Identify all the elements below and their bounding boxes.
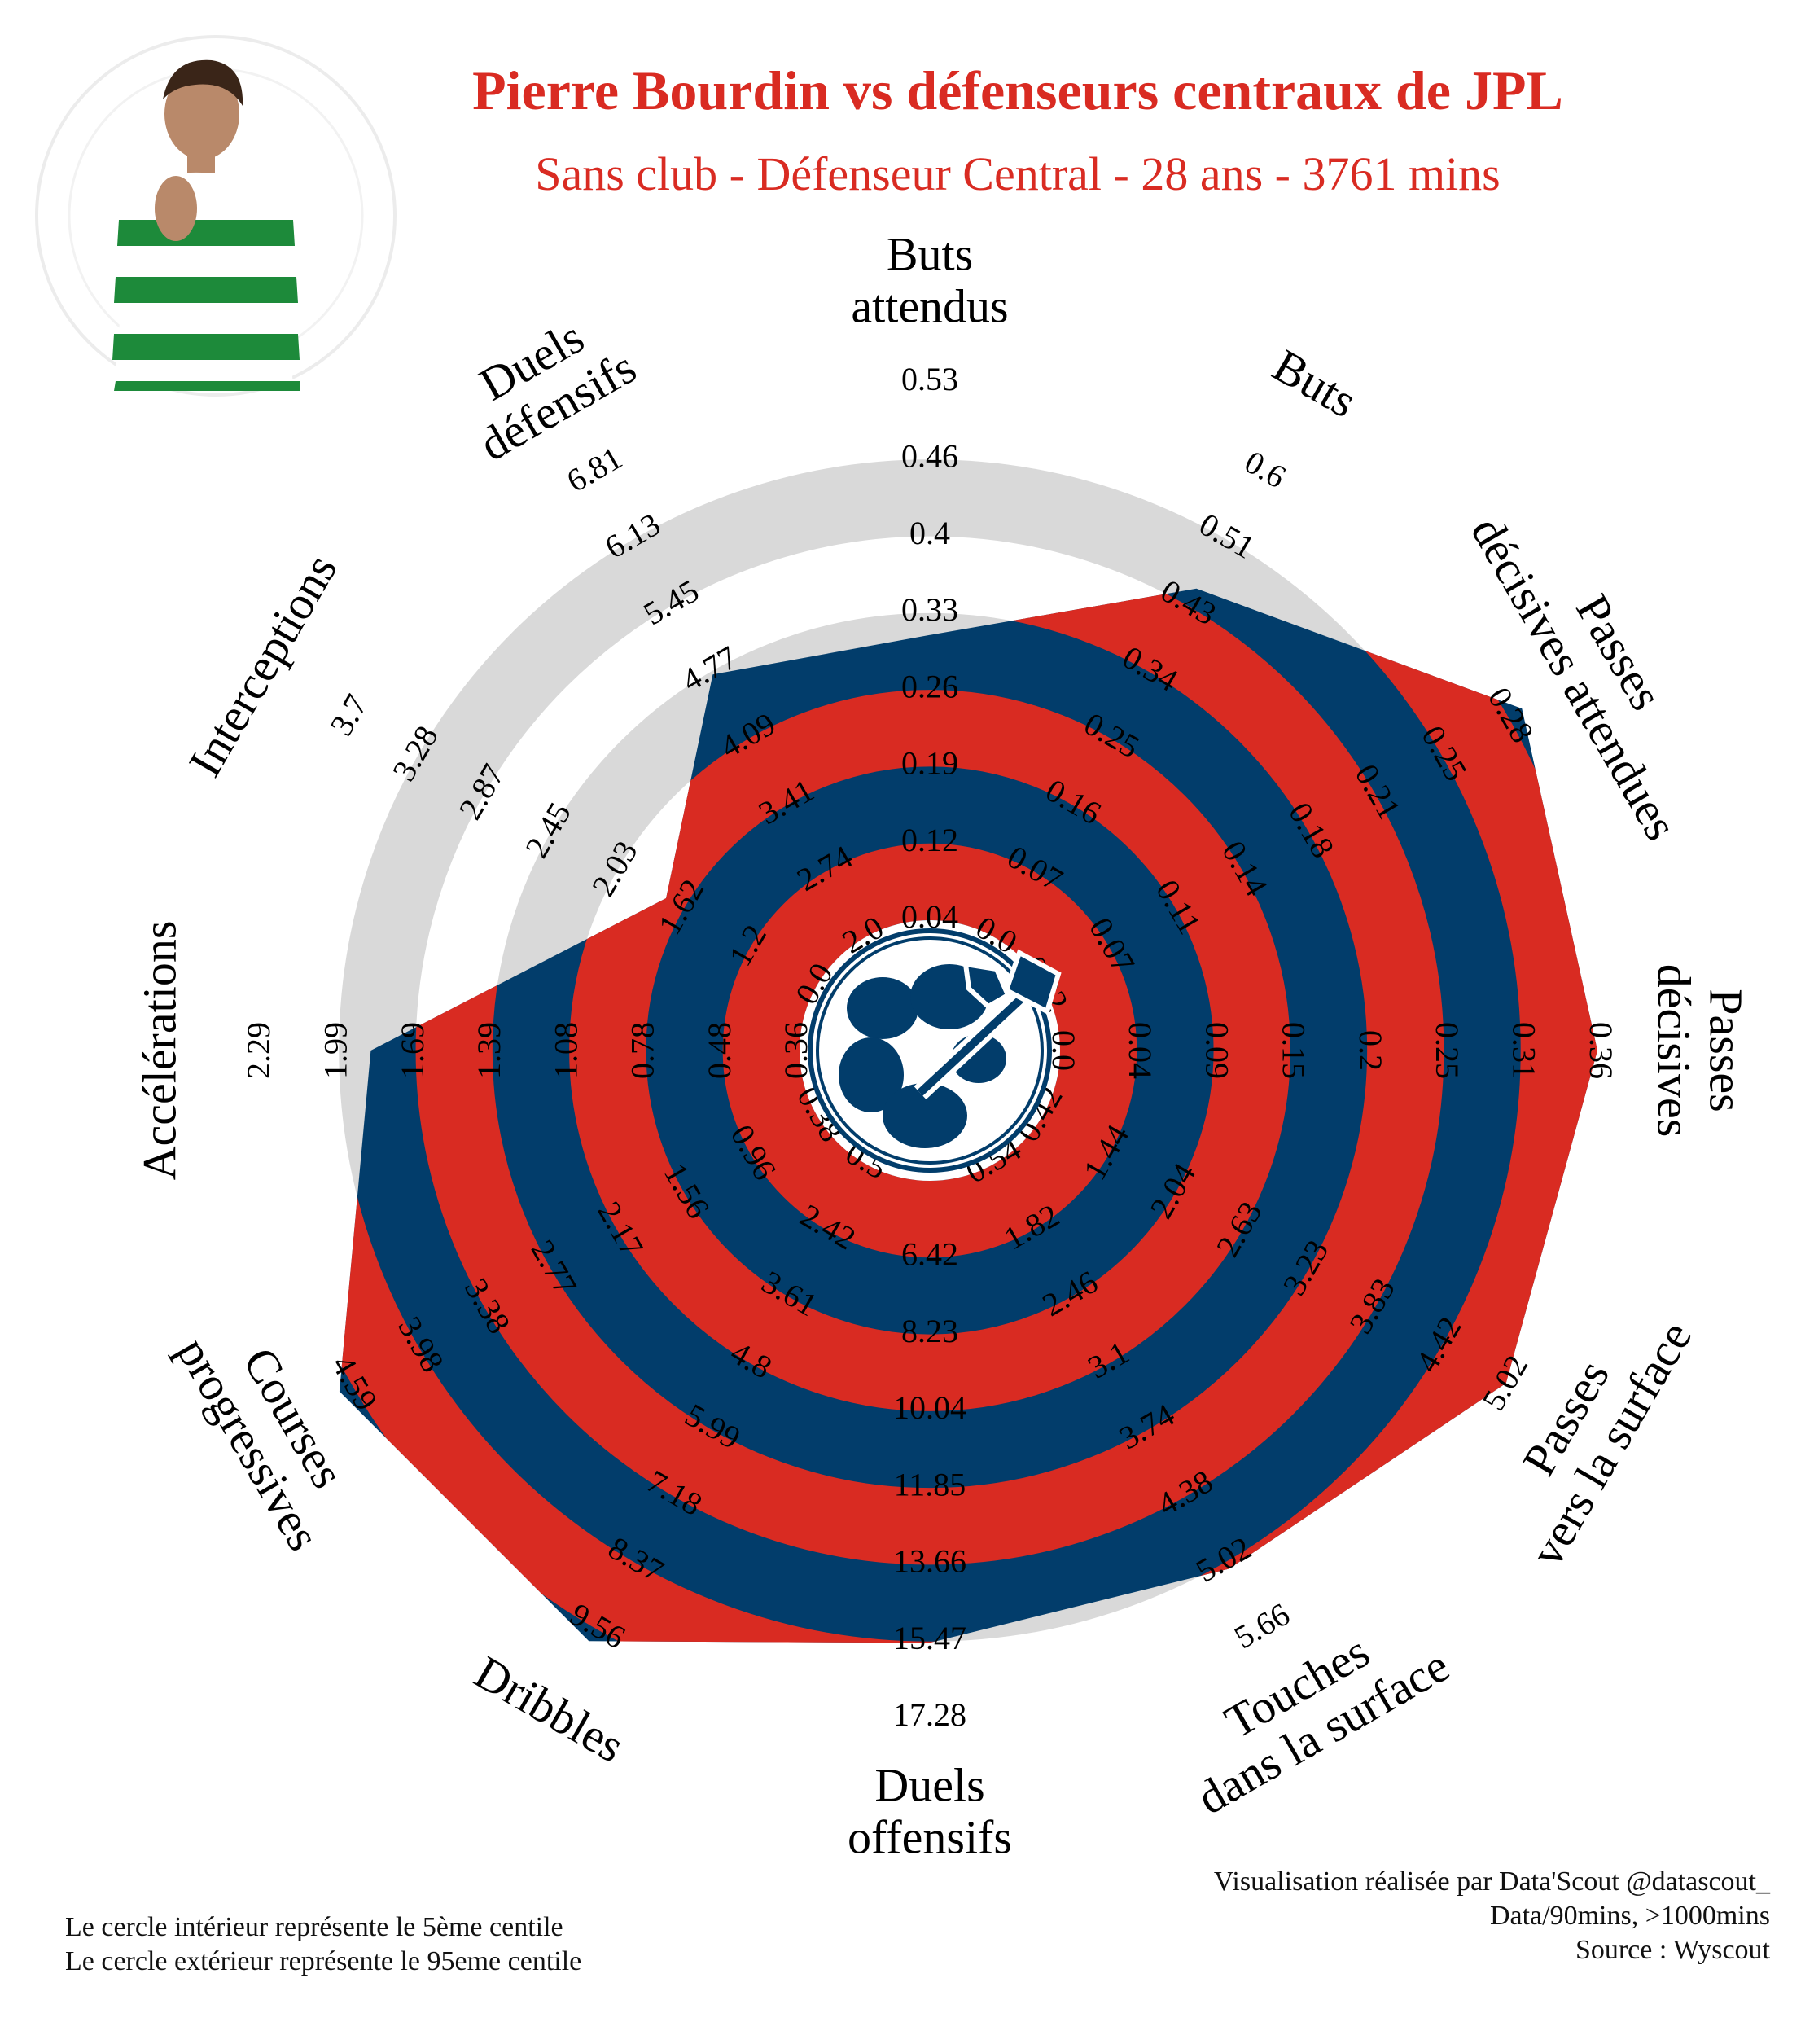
tick-label: 15.47 [893, 1620, 966, 1656]
parameter-label-line: Buts [887, 227, 973, 280]
tick-label: 1.39 [471, 1022, 507, 1079]
tick-label: 0.25 [1429, 1022, 1466, 1079]
player-band [569, 690, 1290, 1411]
parameter-label-line: Interceptions [178, 546, 348, 786]
player-bands [339, 588, 1597, 1643]
tick-label: 2.29 [240, 1022, 277, 1079]
chart-subtitle: Sans club - Défenseur Central - 28 ans -… [535, 147, 1501, 200]
tick-label: 0.46 [901, 437, 958, 474]
tick-label: 5.66 [1228, 1595, 1295, 1656]
tick-label: 8.23 [901, 1313, 958, 1349]
parameter-label-line: décisives [1648, 964, 1701, 1138]
tick-label: 0.19 [901, 745, 958, 782]
parameter-label-line: Accélérations [133, 921, 186, 1181]
parameter-label: Interceptions [178, 546, 348, 786]
parameter-label-line: Duels [874, 1758, 984, 1811]
tick-label: 0.04 [1122, 1022, 1159, 1079]
credit-data-note: Data/90mins, >1000mins [1489, 1901, 1770, 1931]
tick-label: 0.53 [901, 361, 958, 397]
tick-label: 6.42 [901, 1235, 958, 1272]
tick-label: 0.6 [1238, 443, 1292, 495]
player-band [415, 588, 1444, 1565]
parameter-label: Buts [1264, 339, 1366, 428]
tick-label: 0.12 [901, 822, 958, 858]
chart-title: Pierre Bourdin vs défenseurs centraux de… [472, 59, 1563, 121]
tick-label: 0.48 [701, 1022, 738, 1079]
club-crest-icon [808, 928, 1062, 1173]
parameter-label: Accélérations [133, 921, 186, 1181]
tick-label: 1.08 [547, 1022, 584, 1079]
parameter-label: Dribbles [466, 1646, 633, 1773]
credit-source: Source : Wyscout [1575, 1935, 1770, 1965]
tick-label: 1.69 [394, 1022, 431, 1079]
tick-label: 0.2 [1352, 1030, 1389, 1071]
player-band [339, 588, 1597, 1643]
tick-label: 11.85 [894, 1466, 966, 1502]
parameter-label-line: Dribbles [466, 1646, 633, 1773]
tick-label: 0.31 [1506, 1022, 1543, 1079]
parameter-label-line: Buts [1264, 339, 1366, 428]
player-photo-icon [35, 35, 397, 397]
tick-label: 13.66 [893, 1543, 966, 1580]
tick-label: 0.26 [901, 668, 958, 704]
credit-author: Visualisation réalisée par Data'Scout @d… [1213, 1866, 1770, 1897]
tick-label: 6.81 [560, 439, 628, 499]
footer-credits: Visualisation réalisée par Data'Scout @d… [1214, 1865, 1770, 1967]
footer-legend-note: Le cercle intérieur représente le 5ème c… [65, 1910, 581, 1979]
legend-outer-circle-note: Le cercle extérieur représente le 95eme … [65, 1946, 582, 1976]
tick-label: 3.7 [322, 688, 375, 742]
legend-inner-circle-note: Le cercle intérieur représente le 5ème c… [65, 1912, 563, 1942]
tick-label: 0.78 [624, 1022, 661, 1079]
player-band [722, 843, 1137, 1258]
tick-label: 0.15 [1276, 1022, 1312, 1079]
parameter-label-line: offensifs [848, 1810, 1012, 1863]
parameter-label-line: attendus [851, 279, 1008, 332]
tick-label: 0.33 [901, 591, 958, 628]
tick-label: 0.09 [1198, 1022, 1235, 1079]
parameter-label-line: Passes [1700, 989, 1753, 1112]
tick-label: 17.28 [893, 1696, 966, 1733]
tick-label: 0.36 [1583, 1022, 1619, 1079]
tick-label: 1.99 [317, 1022, 353, 1079]
tick-label: 10.04 [893, 1389, 966, 1426]
tick-label: 0.4 [909, 515, 950, 551]
